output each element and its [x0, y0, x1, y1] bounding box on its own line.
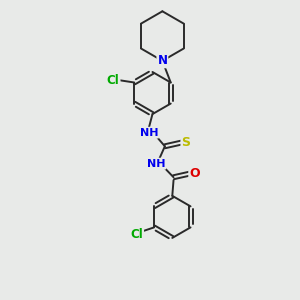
Text: N: N [158, 54, 167, 67]
Text: O: O [189, 167, 200, 180]
Text: Cl: Cl [130, 228, 143, 241]
Text: Cl: Cl [107, 74, 120, 86]
Text: NH: NH [140, 128, 158, 138]
Text: S: S [182, 136, 190, 149]
Text: NH: NH [147, 159, 165, 169]
